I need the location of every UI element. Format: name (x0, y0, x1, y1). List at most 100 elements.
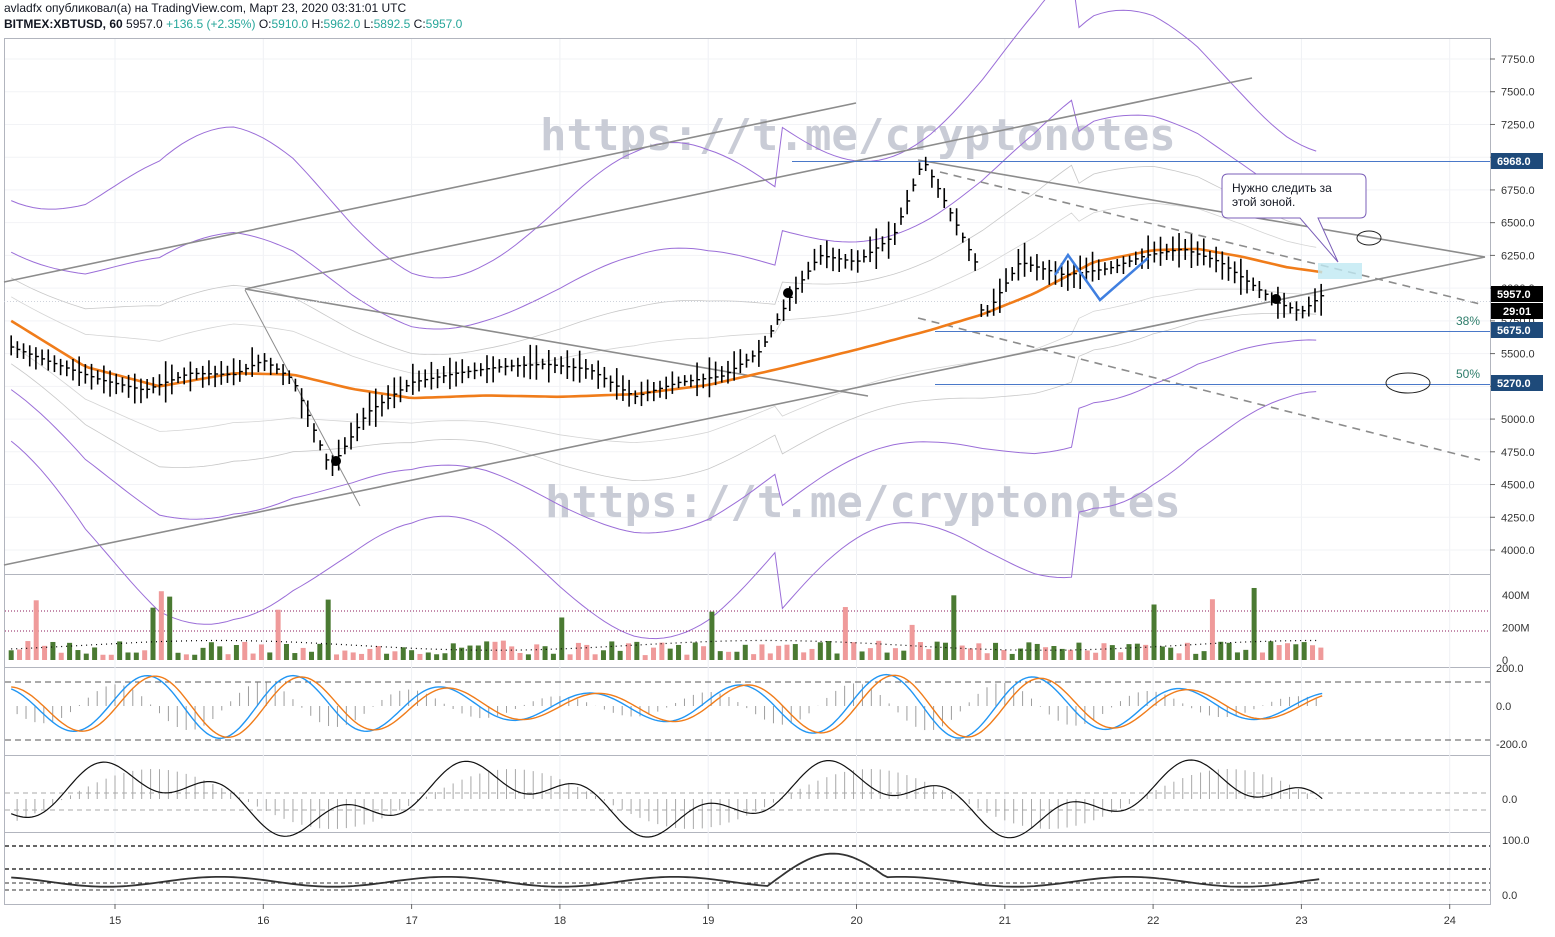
volume-bar-5 (50, 641, 56, 660)
volume-bar-109 (917, 642, 923, 660)
countdown-tag-text: 29:01 (1503, 306, 1531, 318)
fib50-tag-text: 5270.0 (1497, 378, 1531, 390)
volume-bar-19 (167, 596, 173, 660)
volume-bar-13 (117, 641, 123, 660)
volume-bar-127 (1068, 649, 1074, 660)
volume-bar-43 (367, 648, 373, 660)
volume-bar-139 (1168, 647, 1174, 660)
rising-support-line (3, 256, 1486, 566)
volume-bar-26 (225, 654, 231, 660)
time-axis[interactable]: 15 16 17 18 19 20 21 22 23 24 (109, 904, 1456, 927)
volume-bar-94 (792, 644, 798, 660)
volume-bar-65 (550, 653, 556, 660)
volume-bar-62 (525, 654, 531, 660)
volume-bar-18 (158, 591, 164, 660)
upper-channel-mid-line (244, 77, 1253, 290)
osc3-tick-label: 0.0 (1502, 890, 1517, 902)
high-label: H: (311, 17, 324, 31)
volume-bar-48 (409, 650, 415, 660)
volume-bar-129 (1084, 650, 1090, 660)
volume-bar-81 (684, 654, 690, 660)
open-value: 5910.0 (271, 17, 309, 31)
volume-bar-83 (701, 646, 707, 660)
zigzag-pattern (1053, 252, 1149, 302)
volume-bar-9 (83, 653, 89, 660)
volume-bar-143 (1201, 651, 1207, 660)
volume-bar-23 (200, 647, 206, 660)
volume-bar-54 (459, 647, 465, 660)
volume-bar-104 (876, 640, 882, 660)
volume-bar-147 (1234, 652, 1240, 660)
osc1-tick-label: 0.0 (1496, 701, 1511, 713)
volume-bar-85 (717, 651, 723, 660)
volume-bar-89 (751, 654, 757, 660)
volume-bar-17 (150, 607, 156, 660)
volume-bar-53 (450, 643, 456, 660)
fib-labels: 38% 50% (1456, 314, 1480, 381)
close-value: 5957.0 (425, 17, 463, 31)
open-label: O: (258, 17, 272, 31)
volume-bar-67 (567, 654, 573, 660)
chart-header: avladfx опубликовал(а) на TradingView.co… (4, 0, 462, 32)
volume-bar-106 (892, 648, 898, 660)
volume-bar-145 (1218, 641, 1224, 660)
volume-bar-35 (300, 647, 306, 660)
volume-bar-138 (1159, 646, 1165, 660)
volume-bar-117 (984, 653, 990, 660)
volume-bar-73 (617, 650, 623, 660)
pane-frames (4, 38, 1491, 905)
volume-bar-118 (993, 642, 999, 660)
volume-bar-2 (25, 641, 31, 660)
volume-bar-10 (92, 647, 98, 660)
price-tick-label: 6500.0 (1501, 218, 1535, 230)
volume-tick-label: 200M (1502, 623, 1530, 635)
pattern-drawing (331, 230, 1431, 466)
band-line-4 (10, 202, 1317, 374)
watermarks: https://t.me/cryptonotes https://t.me/cr… (540, 110, 1181, 528)
volume-bar-98 (826, 640, 832, 660)
time-tick-label: 20 (851, 915, 863, 927)
volume-bar-141 (1184, 642, 1190, 660)
volume-bar-134 (1126, 644, 1132, 660)
volume-bar-154 (1293, 644, 1299, 660)
volume-bar-144 (1209, 599, 1215, 660)
volume-bar-99 (834, 653, 840, 660)
band-line-0 (10, 391, 1317, 640)
volume-bar-77 (651, 647, 657, 660)
volume-bar-70 (592, 654, 598, 660)
pivot-dot-2 (783, 288, 793, 298)
fib50-tag (1491, 375, 1543, 391)
watch-zone (1318, 263, 1362, 279)
volume-bar-50 (425, 652, 431, 660)
publisher-line: avladfx опубликовал(а) на TradingView.co… (4, 1, 407, 15)
volume-bar-0 (8, 650, 14, 660)
volume-bar-133 (1118, 652, 1124, 660)
volume-bar-51 (434, 654, 440, 660)
volume-bar-119 (1001, 650, 1007, 660)
volume-bar-37 (317, 643, 323, 660)
price-tick-label: 4000.0 (1501, 545, 1535, 557)
high-value: 5962.0 (323, 17, 361, 31)
time-tick-label: 21 (999, 915, 1011, 927)
target-ellipse-top (1356, 230, 1382, 246)
volume-bar-142 (1193, 653, 1199, 660)
upper-channel-top-line (3, 102, 857, 283)
volume-bar-11 (100, 654, 106, 660)
volume-bar-44 (375, 646, 381, 660)
volume-bar-38 (325, 599, 331, 660)
osc2-line (10, 759, 1323, 839)
volume-bar-110 (926, 649, 932, 660)
low-label: L: (363, 17, 374, 31)
close-label: C: (413, 17, 426, 31)
price-tick-label: 4750.0 (1501, 447, 1535, 459)
volume-bar-15 (133, 652, 139, 660)
band-line-1 (10, 339, 1317, 534)
volume-bar-122 (1026, 642, 1032, 660)
descending-resistance-line (917, 159, 1486, 258)
volume-bar-69 (584, 644, 590, 660)
chart-frame (4, 38, 1491, 905)
volume-bar-8 (75, 650, 81, 660)
volume-bar-34 (292, 653, 298, 660)
volume-bar-49 (417, 653, 423, 660)
